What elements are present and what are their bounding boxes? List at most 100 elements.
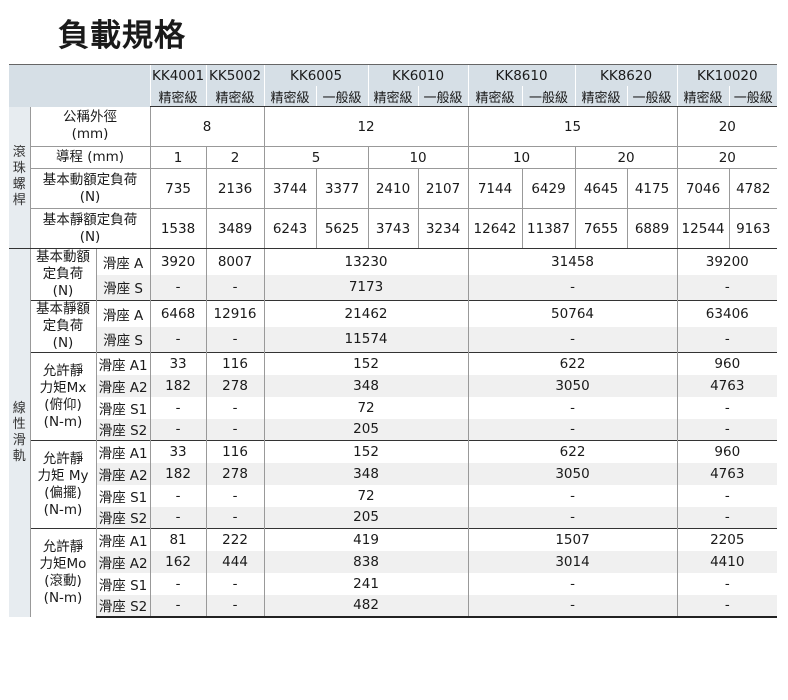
table-cell: -	[467, 484, 678, 507]
table-cell: -	[467, 572, 678, 595]
table-cell: -	[467, 396, 678, 419]
guide-row-mo: 滑座 S1- -241- -	[9, 572, 778, 595]
table-cell: 162	[149, 550, 207, 573]
guide-row-mx: 允許靜 力矩Mx (俯仰) (N-m) 滑座 A1 33 116 152 622 960	[9, 352, 778, 441]
table-cell: 3743	[367, 208, 419, 249]
row-label: 基本靜額 定負荷 (N)	[29, 300, 96, 353]
table-cell: 4410	[676, 550, 778, 573]
row-label: 基本動額定負荷 (N)	[29, 168, 151, 209]
guide-row-my: 滑座 S1- -72- -	[9, 484, 778, 507]
table-cell: 39200	[676, 248, 778, 275]
table-cell: 3014	[467, 550, 678, 573]
row-label: 允許靜 力矩 My (偏擺) (N-m)	[29, 440, 96, 529]
header-corner	[9, 64, 151, 107]
table-cell: 12	[263, 106, 469, 147]
table-cell: -	[149, 572, 207, 595]
table-cell: 4782	[728, 168, 778, 209]
table-cell: 2136	[205, 168, 265, 209]
slider-label: 滑座 A1	[95, 440, 151, 463]
table-cell: 419	[263, 528, 469, 551]
table-cell: -	[676, 274, 778, 301]
table-cell: -	[676, 594, 778, 618]
guide-row-static: 基本靜額 定負荷 (N) 滑座 A 6468 12916 21462 50764 63406	[9, 300, 778, 353]
table-cell: 3377	[315, 168, 369, 209]
table-cell: 735	[149, 168, 207, 209]
table-cell: 3489	[205, 208, 265, 249]
row-label: 導程 (mm)	[29, 146, 151, 169]
table-cell: 7046	[676, 168, 730, 209]
table-cell: 152	[263, 352, 469, 375]
guide-row-mo: 滑座 S2- -482- -	[9, 594, 778, 618]
guide-row-static: 滑座 S - -11574- -	[9, 326, 778, 353]
table-cell: 50764	[467, 300, 678, 327]
table-cell: 2	[205, 146, 265, 169]
table-cell: 6243	[263, 208, 317, 249]
table-cell: 12544	[676, 208, 730, 249]
table-cell: 960	[676, 440, 778, 463]
table-cell: -	[149, 594, 207, 618]
table-cell: 4763	[676, 374, 778, 397]
slider-label: 滑座 S1	[95, 572, 151, 595]
table-cell: 960	[676, 352, 778, 375]
model-header: KK10020	[676, 64, 778, 86]
table-cell: 5625	[315, 208, 369, 249]
table-cell: -	[676, 396, 778, 419]
table-cell: 6429	[521, 168, 576, 209]
table-cell: 6889	[626, 208, 678, 249]
slider-label: 滑座 S2	[95, 594, 151, 618]
table-cell: -	[467, 326, 678, 353]
model-header: KK8610	[467, 64, 576, 86]
table-cell: 182	[149, 462, 207, 485]
guide-row-mx: 滑座 S2- -205- -	[9, 418, 778, 441]
table-cell: -	[149, 506, 207, 529]
guide-row-mo: 滑座 A2 162 444 838 3014 4410	[9, 550, 778, 573]
table-cell: -	[205, 484, 265, 507]
table-cell: 1	[149, 146, 207, 169]
slider-label: 滑座 A	[95, 300, 151, 327]
guide-row-my: 滑座 A2 182 278 348 3050 4763	[9, 462, 778, 485]
table-cell: 4175	[626, 168, 678, 209]
model-header-row: KK4001 KK5002 KK6005 KK6010 KK8610 KK862…	[9, 64, 778, 107]
table-cell: 21462	[263, 300, 469, 327]
guide-row-dynamic: 線性滑軌基本動額 定負荷 (N) 滑座 A 3920 8007 13230 31458 39…	[9, 248, 778, 617]
table-cell: 622	[467, 440, 678, 463]
table-cell: 20	[676, 146, 778, 169]
row-label: 允許靜 力矩Mx (俯仰) (N-m)	[29, 352, 96, 441]
model-header: KK5002	[205, 64, 265, 86]
table-cell: -	[676, 484, 778, 507]
table-cell: -	[149, 274, 207, 301]
table-cell: 348	[263, 462, 469, 485]
table-cell: 72	[263, 396, 469, 419]
slider-label: 滑座 S1	[95, 396, 151, 419]
table-cell: 278	[205, 462, 265, 485]
table-cell: 20	[574, 146, 678, 169]
grade-header: 一般級	[626, 86, 678, 107]
table-cell: -	[205, 594, 265, 618]
table-cell: -	[676, 506, 778, 529]
table-cell: -	[205, 396, 265, 419]
diameter-row: 滾珠螺桿 公稱外徑 (mm) 8 12 15 20	[9, 106, 778, 249]
table-cell: -	[205, 418, 265, 441]
slider-label: 滑座 A2	[95, 374, 151, 397]
screw-static-row: 基本靜額定負荷 (N) 1538 3489 6243 5625 3743 323…	[9, 208, 778, 249]
table-cell: 31458	[467, 248, 678, 275]
table-cell: -	[149, 396, 207, 419]
table-cell: 10	[467, 146, 576, 169]
grade-header: 一般級	[315, 86, 369, 107]
grade-header: 精密級	[205, 86, 265, 107]
model-header: KK4001	[149, 64, 207, 86]
table-cell: 12642	[467, 208, 523, 249]
table-cell: 444	[205, 550, 265, 573]
table-cell: 182	[149, 374, 207, 397]
table-cell: -	[467, 506, 678, 529]
slider-label: 滑座 A1	[95, 352, 151, 375]
load-spec-table: KK4001 KK5002 KK6005 KK6010 KK8610 KK862…	[9, 64, 778, 618]
grade-header: 一般級	[728, 86, 778, 107]
table-cell: 116	[205, 352, 265, 375]
table-cell: 3920	[149, 248, 207, 275]
table-cell: -	[205, 274, 265, 301]
table-cell: 8007	[205, 248, 265, 275]
linear-guide-section: 線性滑軌基本動額 定負荷 (N) 滑座 A 3920 8007 13230 31458 39…	[9, 248, 778, 618]
table-cell: -	[467, 594, 678, 618]
lead-row: 導程 (mm) 1 2 5 10 10 20 20	[9, 146, 778, 169]
